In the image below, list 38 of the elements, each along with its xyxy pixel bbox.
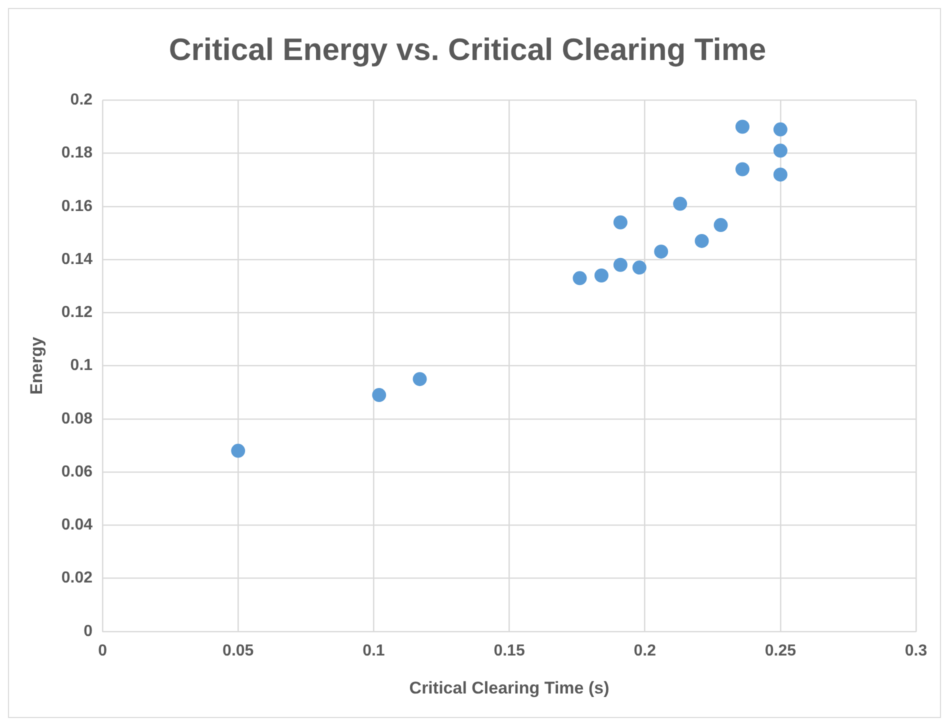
point [372, 388, 386, 402]
point [594, 268, 608, 282]
point [735, 162, 750, 176]
point [773, 168, 788, 182]
point [613, 258, 628, 272]
y-tick-label: 0.06 [61, 463, 93, 480]
y-tick-label: 0.1 [70, 357, 93, 374]
point [231, 444, 246, 458]
point [773, 144, 788, 158]
y-tick-label: 0.16 [61, 198, 93, 215]
chart-title: Critical Energy vs. Critical Clearing Time [168, 32, 766, 68]
x-tick-label: 0 [98, 642, 108, 660]
point [632, 260, 646, 275]
point [572, 271, 587, 286]
point [673, 196, 688, 211]
y-tick-label: 0 [84, 622, 93, 640]
x-tick-label: 0.1 [362, 642, 385, 660]
x-tick-label: 0.3 [904, 642, 928, 660]
y-axis-title: Energy [26, 336, 46, 395]
point [714, 218, 728, 232]
x-tick-label: 0.15 [494, 642, 525, 660]
y-tick-label: 0.14 [61, 250, 93, 268]
y-tick-label: 0.02 [61, 570, 93, 587]
point [412, 372, 427, 386]
x-axis-title: Critical Clearing Time (s) [409, 678, 610, 698]
point [694, 234, 709, 248]
y-tick-label: 0.08 [61, 410, 93, 428]
point [654, 244, 668, 259]
y-tick-label: 0.04 [61, 516, 93, 534]
point [773, 122, 788, 136]
y-tick-label: 0.2 [70, 92, 93, 109]
y-tick-label: 0.12 [61, 304, 93, 322]
y-tick-label: 0.18 [61, 144, 93, 162]
x-tick-label: 0.05 [222, 642, 254, 660]
point [735, 120, 750, 134]
x-tick-label: 0.25 [764, 642, 796, 660]
x-tick-label: 0.2 [634, 642, 656, 660]
point [613, 215, 628, 230]
